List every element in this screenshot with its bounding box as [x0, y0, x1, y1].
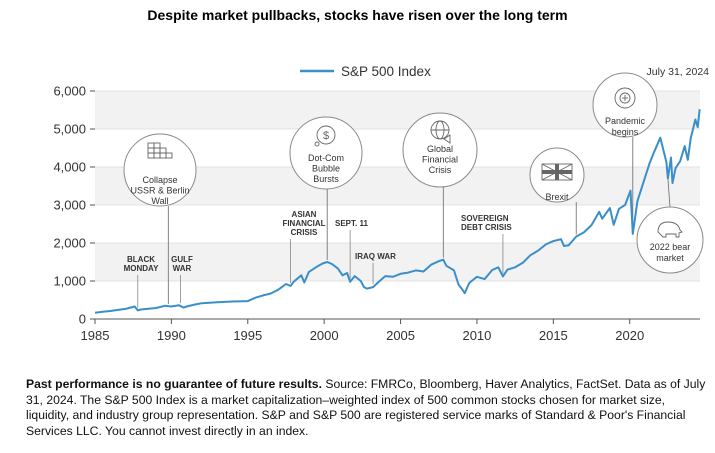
- x-tick-label: 2000: [310, 328, 339, 343]
- event-annotation-label: CRISIS: [291, 228, 318, 237]
- event-annotation-label: BLACK: [127, 255, 155, 264]
- chart: 0 1,000 2,000 3,000 4,000 5,000 6,000 1985 1990…: [53, 64, 710, 343]
- y-tick-label: 3,000: [53, 198, 86, 213]
- virus-inner: [619, 92, 631, 104]
- footnote-bold: Past performance is no guarantee of futu…: [26, 377, 322, 391]
- x-tick-label: 1995: [233, 328, 262, 343]
- virus-icon: [614, 87, 636, 109]
- event-circle: [123, 133, 197, 207]
- event-label: Wall: [151, 196, 168, 206]
- event-label: Pandemic: [605, 116, 646, 126]
- bear-icon: [657, 221, 683, 238]
- x-tick-label: 2005: [386, 328, 415, 343]
- event-annotation-label: SOVEREIGN: [461, 214, 509, 223]
- y-tick-label: 2,000: [53, 236, 86, 251]
- chart-title: Despite market pullbacks, stocks have ri…: [147, 7, 568, 23]
- event-label: Financial: [422, 155, 458, 165]
- footnote: Past performance is no guarantee of futu…: [26, 377, 706, 439]
- event-label: market: [656, 253, 684, 263]
- event-label: Brexit: [545, 192, 569, 202]
- x-tick-label: 2015: [539, 328, 568, 343]
- event-label: 2022 bear: [650, 242, 691, 252]
- event-annotation-label: GULF: [171, 255, 193, 264]
- y-axis: 0 1,000 2,000 3,000 4,000 5,000 6,000: [53, 84, 95, 327]
- virus-outer: [614, 87, 636, 109]
- y-tick-label: 5,000: [53, 122, 86, 137]
- event-annotation-label: WAR: [173, 264, 192, 273]
- x-tick-label: 2010: [462, 328, 491, 343]
- event-circle: [402, 112, 478, 188]
- event-annotation-label: IRAQ WAR: [355, 252, 396, 261]
- event-circle: [636, 206, 704, 274]
- event-annotation-label: MONDAY: [124, 264, 159, 273]
- event-label: USSR & Berlin: [130, 186, 189, 196]
- event-label: Bursts: [313, 174, 339, 184]
- end-date-label: July 31, 2024: [647, 66, 710, 78]
- x-tick-label: 1985: [81, 328, 110, 343]
- series: [94, 109, 701, 314]
- legend: S&P 500 Index: [300, 64, 431, 79]
- down-arrow: [443, 134, 451, 144]
- wall-icon: [147, 142, 173, 159]
- globe-icon: [430, 120, 451, 144]
- y-tick-label: 6,000: [53, 84, 86, 99]
- event-connector: [667, 178, 671, 208]
- wall-brick: [165, 152, 173, 159]
- bubble-dot: [314, 141, 320, 147]
- dollar-sign: $: [323, 130, 329, 142]
- event-label: Crisis: [429, 165, 452, 175]
- bubble-shape: [316, 125, 336, 145]
- bear-shape: [657, 221, 683, 238]
- x-axis: 1985 1990 1995 2000 2005 2010 2015 2020: [81, 318, 700, 343]
- footnote-text: Source: FMRCo, Bloomberg, Haver Analytic…: [26, 377, 706, 438]
- event-label: begins: [612, 127, 639, 137]
- series-line: [94, 109, 701, 314]
- event-annotation-label: DEBT CRISIS: [461, 223, 512, 232]
- event-annotation-label: SEPT. 11: [335, 219, 368, 228]
- event-label: Bubble: [312, 164, 340, 174]
- dollar-bubble-icon: $: [314, 125, 336, 147]
- legend-label: S&P 500 Index: [341, 64, 431, 79]
- flag-cross-h: [542, 170, 572, 174]
- event-label: Dot-Com: [308, 153, 344, 163]
- event-label: Collapse: [142, 175, 177, 185]
- event-annotation-label: FINANCIAL: [282, 219, 325, 228]
- event-connectors: [167, 137, 671, 305]
- y-tick-label: 0: [79, 312, 86, 327]
- union-flag-icon: [541, 163, 573, 181]
- event-circle: [289, 116, 363, 190]
- y-tick-label: 1,000: [53, 274, 86, 289]
- event-annotation-label: ASIAN: [292, 210, 317, 219]
- y-tick-label: 4,000: [53, 160, 86, 175]
- event-circle: [592, 72, 658, 138]
- x-tick-label: 2020: [615, 328, 644, 343]
- event-label: Global: [427, 144, 453, 154]
- x-tick-label: 1990: [157, 328, 186, 343]
